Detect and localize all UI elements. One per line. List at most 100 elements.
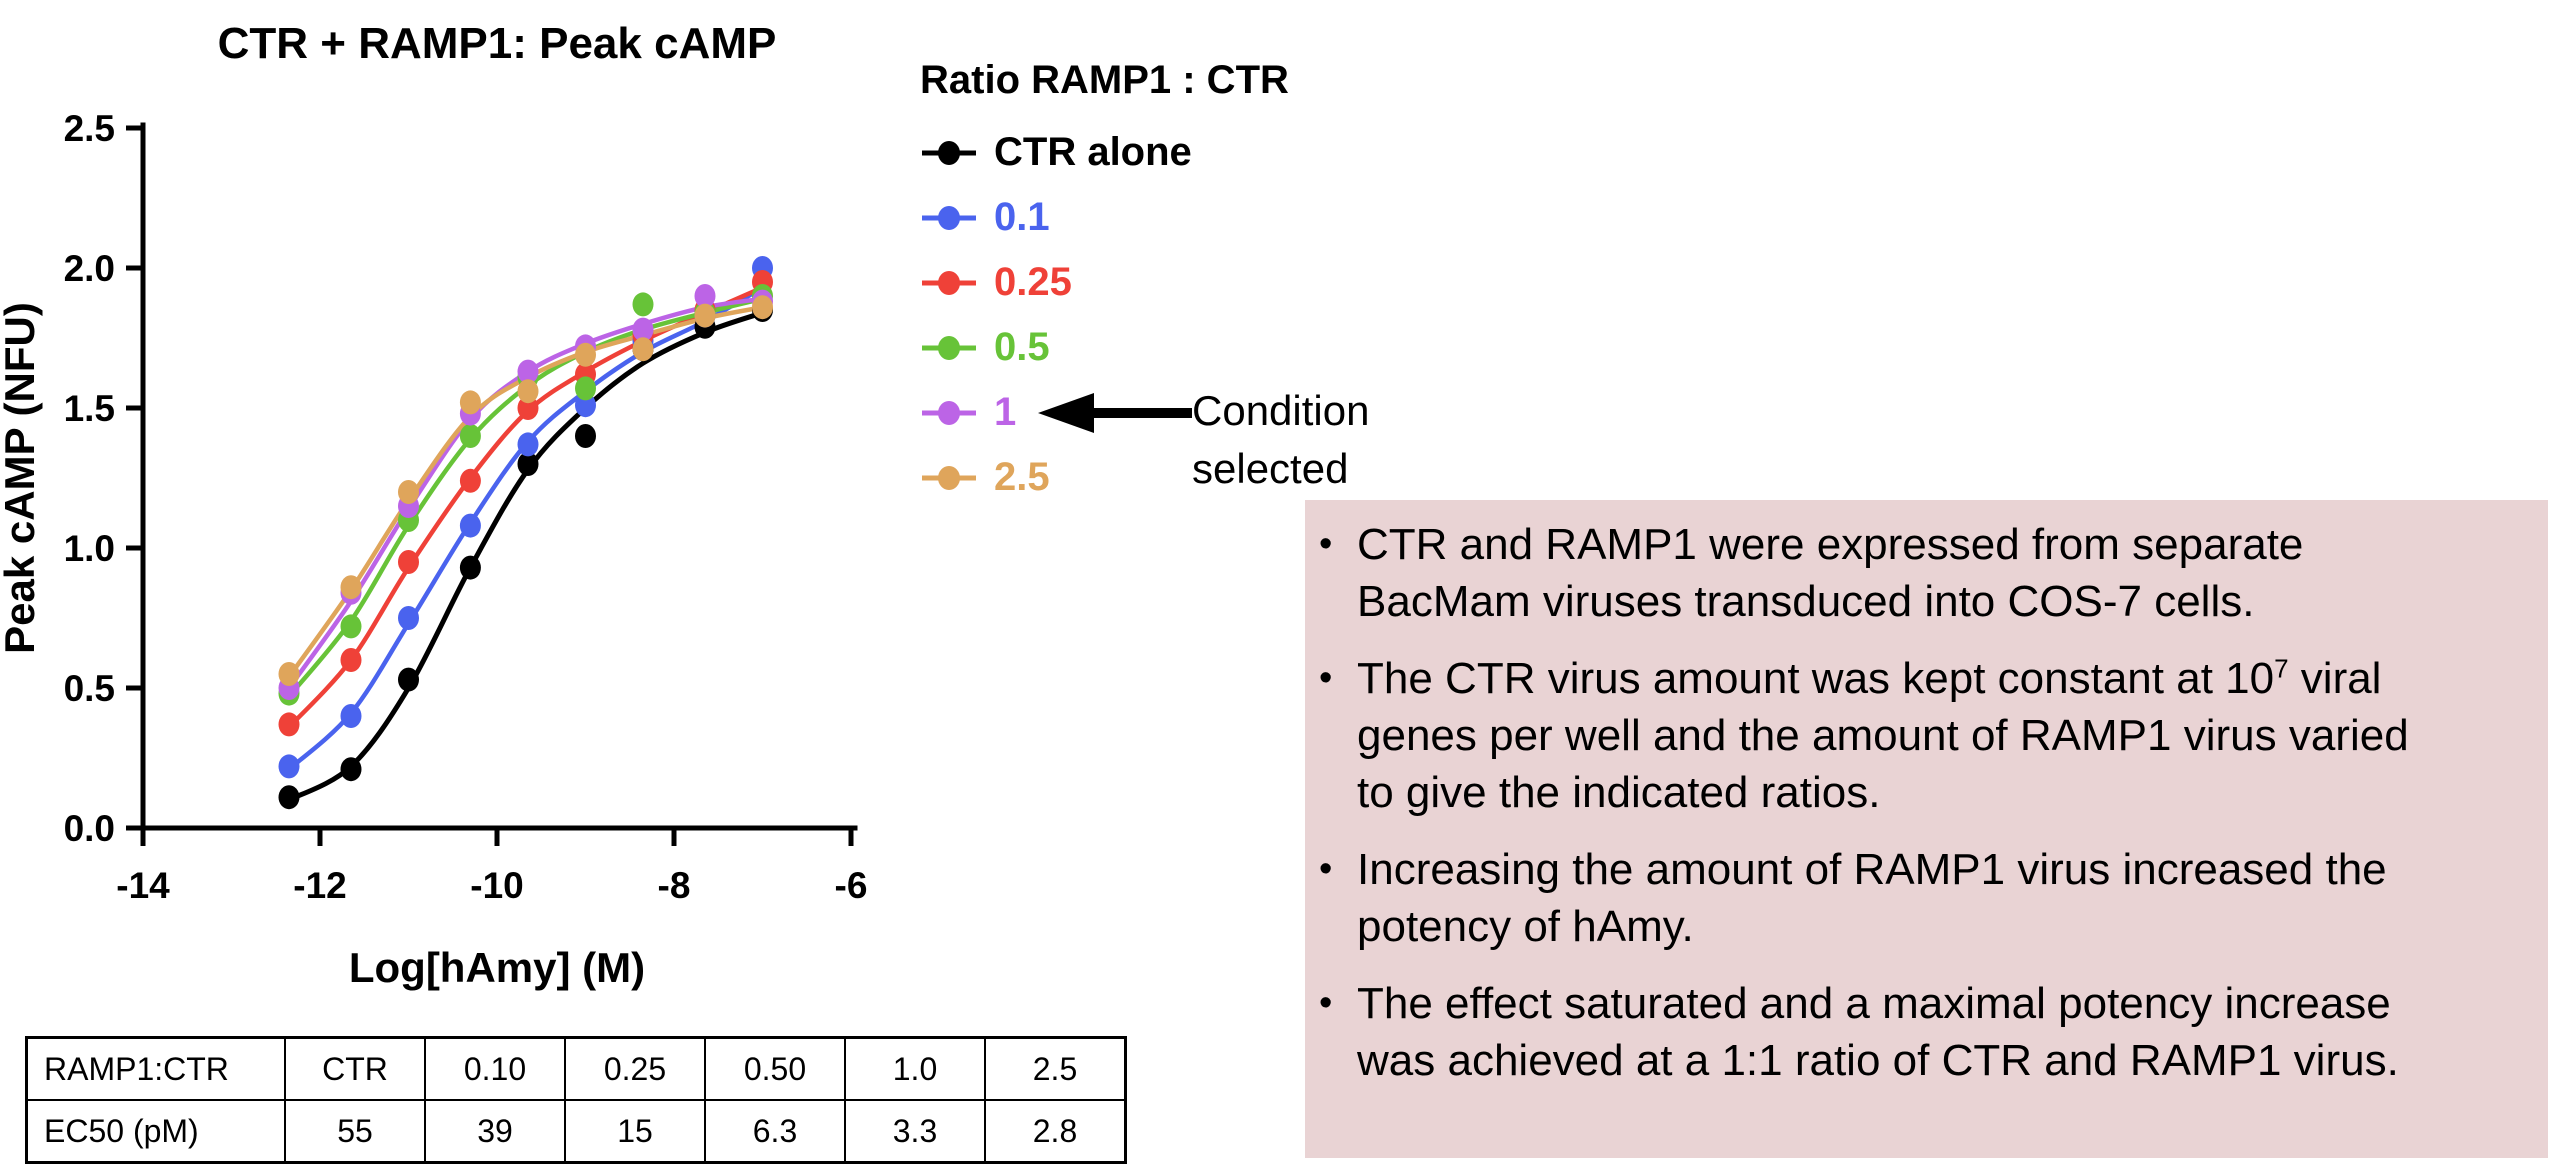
data-point xyxy=(575,424,596,448)
legend-item-label: 1 xyxy=(994,390,1017,434)
note-bullet: The effect saturated and a maximal poten… xyxy=(1305,975,2448,1089)
legend-item-0.1: 0.1 xyxy=(920,185,1289,250)
table-cell: 55 xyxy=(284,1099,426,1164)
data-point xyxy=(278,662,300,686)
series-curve-0.1 xyxy=(286,285,765,772)
data-point xyxy=(398,667,419,692)
table-cell: 3.3 xyxy=(844,1099,986,1164)
data-point xyxy=(575,376,596,401)
data-point xyxy=(575,393,596,418)
axes: 0.0 0.5 1.0 1.5 2.0 2.5 -14 -12 -10 -8 -6 xyxy=(64,108,868,906)
dose-response-chart: CTR + RAMP1: Peak cAMP Peak cAMP (NFU) L… xyxy=(0,19,868,991)
data-point xyxy=(459,468,481,493)
data-point xyxy=(398,606,419,630)
data-point xyxy=(632,337,654,362)
legend-item-ctr-alone: CTR alone xyxy=(920,120,1289,185)
data-point xyxy=(340,648,362,672)
data-point xyxy=(278,754,300,779)
data-points xyxy=(278,256,773,810)
left-arrow-icon xyxy=(1038,393,1192,433)
table-cell: 15 xyxy=(564,1099,706,1164)
legend-item-2.5: 2.5 xyxy=(920,445,1289,510)
data-point xyxy=(459,555,481,580)
data-point xyxy=(340,575,362,600)
y-tick-label: 1.0 xyxy=(64,528,115,569)
condition-arrow xyxy=(1036,390,1196,441)
notes-panel: CTR and RAMP1 were expressed from separa… xyxy=(1305,500,2548,1158)
data-point xyxy=(575,342,596,367)
axis-lines xyxy=(138,122,858,831)
table-cell: 2.8 xyxy=(984,1099,1127,1164)
fit-curves xyxy=(286,285,765,803)
legend-item-0.25: 0.25 xyxy=(920,250,1289,315)
legend-title: Ratio RAMP1 : CTR xyxy=(920,58,1289,102)
legend-marker-icon xyxy=(922,140,976,165)
legend-item-label: 0.1 xyxy=(994,195,1050,239)
table-row-label: RAMP1:CTR xyxy=(25,1036,286,1101)
data-point xyxy=(278,785,300,810)
table-row: RAMP1:CTR CTR 0.10 0.25 0.50 1.0 2.5 xyxy=(25,1036,1127,1101)
data-point xyxy=(459,390,481,415)
data-point xyxy=(340,704,362,728)
data-point xyxy=(517,432,539,457)
legend-marker-icon xyxy=(922,400,976,425)
table-cell: 39 xyxy=(424,1099,566,1164)
series-curve-0.5 xyxy=(286,296,765,699)
note-bullet: The CTR virus amount was kept constant a… xyxy=(1305,650,2448,821)
y-tick-label: 2.5 xyxy=(64,108,115,149)
legend-item-label: 2.5 xyxy=(994,455,1050,499)
data-point xyxy=(278,712,300,737)
condition-annotation: Condition selected xyxy=(1192,387,1370,492)
y-tick-label: 2.0 xyxy=(64,248,115,289)
data-point xyxy=(517,396,539,420)
data-point xyxy=(517,379,539,404)
data-point xyxy=(340,757,362,782)
legend-marker-icon xyxy=(922,205,976,230)
x-tick-label: -6 xyxy=(835,865,868,906)
legend-item-label: 0.5 xyxy=(994,325,1050,369)
y-tick-label: 1.5 xyxy=(64,388,115,429)
table-cell: 0.10 xyxy=(424,1036,566,1101)
x-tick-label: -12 xyxy=(293,865,346,906)
legend-marker-icon xyxy=(922,335,976,360)
data-point xyxy=(459,513,481,538)
legend-marker-icon xyxy=(922,270,976,295)
data-point xyxy=(632,317,654,342)
x-tick-label: -14 xyxy=(116,865,170,906)
table-cell: CTR xyxy=(284,1036,426,1101)
note-bullet: Increasing the amount of RAMP1 virus inc… xyxy=(1305,841,2448,955)
table-cell: 1.0 xyxy=(844,1036,986,1101)
table-cell: 0.50 xyxy=(704,1036,846,1101)
y-axis-label: Peak cAMP (NFU) xyxy=(0,302,43,654)
legend-item-label: 0.25 xyxy=(994,260,1072,304)
x-tick-label: -10 xyxy=(470,865,523,906)
legend-item-1: 1 xyxy=(920,380,1289,445)
legend-marker-icon xyxy=(922,465,976,490)
y-tick-label: 0.5 xyxy=(64,668,115,709)
series-curve-ctr-alone xyxy=(286,310,765,803)
data-point xyxy=(517,359,539,384)
data-point xyxy=(752,295,773,320)
table-cell: 0.25 xyxy=(564,1036,706,1101)
x-tick-label: -8 xyxy=(658,865,691,906)
chart-title: CTR + RAMP1: Peak cAMP xyxy=(218,19,777,68)
data-point xyxy=(398,480,419,504)
data-point xyxy=(517,452,539,476)
table-row: EC50 (pM) 55 39 15 6.3 3.3 2.8 xyxy=(25,1099,1127,1164)
data-point xyxy=(632,292,654,317)
data-point xyxy=(459,424,481,448)
legend-item-label: CTR alone xyxy=(994,130,1192,174)
ec50-table: RAMP1:CTR CTR 0.10 0.25 0.50 1.0 2.5 EC50 (pM) 5… xyxy=(25,1036,1127,1164)
note-bullet: CTR and RAMP1 were expressed from separa… xyxy=(1305,516,2448,630)
data-point xyxy=(694,303,716,328)
y-tick-label: 0.0 xyxy=(64,808,115,849)
data-point xyxy=(340,614,362,639)
legend: Ratio RAMP1 : CTR CTR alone 0.1 0.25 0.5 1 2.… xyxy=(920,56,1289,510)
legend-item-0.5: 0.5 xyxy=(920,315,1289,380)
x-axis-label: Log[hAmy] (M) xyxy=(349,944,645,991)
table-cell: 2.5 xyxy=(984,1036,1127,1101)
table-row-label: EC50 (pM) xyxy=(25,1099,286,1164)
data-point xyxy=(694,284,716,308)
table-cell: 6.3 xyxy=(704,1099,846,1164)
